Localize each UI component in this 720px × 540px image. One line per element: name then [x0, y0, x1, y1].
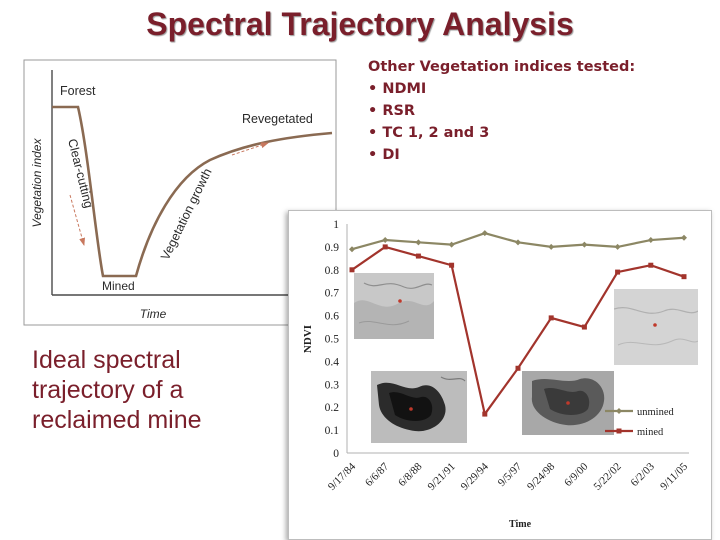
ndvi-x-axis-label: Time [509, 519, 532, 530]
ndvi-x-tick-label: 9/21/91 [425, 461, 457, 493]
ndvi-x-tick-label: 6/6/87 [363, 460, 392, 489]
clear-cutting-arrow [69, 194, 86, 246]
ideal-x-axis-label: Time [140, 307, 167, 321]
ndvi-y-tick-label: 0.2 [325, 402, 340, 414]
ndvi-point-mined [382, 244, 388, 250]
ndvi-x-tick-label: 9/5/97 [496, 460, 525, 489]
legend-marker-unmined [616, 408, 622, 414]
satellite-thumbnail-1984 [354, 273, 434, 339]
vegetation-indices-list: Other Vegetation indices tested: • NDMI … [368, 56, 635, 166]
ndvi-point-unmined [481, 230, 488, 237]
satellite-thumbnail-2000 [522, 371, 614, 435]
ndvi-y-tick-label: 0.1 [325, 425, 340, 437]
ndvi-x-tick-label: 6/8/88 [396, 460, 425, 489]
ndvi-x-tick-label: 6/2/03 [629, 460, 658, 489]
index-item-di: • DI [368, 147, 400, 163]
ndvi-point-mined [581, 324, 587, 330]
legend-label-unmined: unmined [637, 407, 674, 418]
mined-label: Mined [102, 279, 135, 293]
ndvi-y-axis-label: NDVI [302, 325, 314, 353]
ndvi-point-mined [548, 315, 554, 321]
ndvi-x-tick-label: 5/22/02 [591, 461, 623, 493]
ndvi-point-unmined [548, 243, 555, 250]
ndvi-point-unmined [614, 243, 621, 250]
indices-heading: Other Vegetation indices tested: [368, 59, 636, 75]
ndvi-x-tick-label: 9/24/98 [525, 460, 558, 493]
ndvi-y-tick-label: 1 [333, 219, 339, 231]
ideal-chart-frame [23, 59, 337, 326]
ndvi-y-tick-label: 0.5 [325, 334, 340, 346]
ndvi-point-mined [615, 269, 621, 275]
ndvi-point-unmined [647, 237, 654, 244]
ndvi-point-unmined [515, 239, 521, 246]
ndvi-y-tick-label: 0.7 [325, 288, 340, 300]
ndvi-legend: unmined mined [605, 407, 674, 438]
ndvi-point-mined [482, 411, 488, 417]
ndvi-chart-panel: 0 0.1 0.2 0.3 0.4 0.5 0.6 0.7 0.8 0.9 1 9/17/84 6/6/… [288, 210, 712, 540]
forest-label: Forest [60, 84, 96, 98]
ndvi-y-tick-label: 0.6 [325, 311, 340, 323]
ndvi-point-unmined [349, 246, 355, 253]
ndvi-point-mined [449, 262, 455, 268]
ndvi-y-tick-label: 0.4 [325, 356, 340, 368]
ndvi-point-unmined [581, 241, 588, 248]
ndvi-y-tick-label: 0 [333, 448, 339, 460]
legend-label-mined: mined [637, 427, 664, 438]
legend-marker-mined [616, 428, 622, 434]
caption-line-3: reclaimed mine [32, 406, 202, 434]
ndvi-point-mined [648, 262, 654, 268]
slide-title: Spectral Trajectory Analysis [146, 6, 574, 42]
ideal-trajectory-curve [52, 105, 333, 278]
ndvi-series-line-mined [351, 245, 685, 417]
ndvi-y-tick-label: 0.8 [325, 265, 340, 277]
ndvi-y-tick-label: 0.3 [325, 379, 340, 391]
ideal-y-axis-label: Vegetation index [30, 138, 44, 228]
index-item-tc: • TC 1, 2 and 3 [368, 125, 490, 141]
revegetated-label: Revegetated [242, 112, 313, 126]
ndvi-point-mined [515, 365, 521, 371]
ndvi-point-mined [415, 253, 421, 259]
ndvi-series-group [349, 230, 687, 417]
ndvi-x-tick-label: 9/11/05 [658, 460, 690, 492]
ndvi-point-mined [681, 274, 687, 280]
caption-line-1: Ideal spectral [32, 346, 181, 374]
satellite-thumbnail-1994 [371, 371, 467, 443]
ndvi-x-tick-label: 9/17/84 [326, 460, 359, 493]
ndvi-point-unmined [448, 241, 455, 248]
ndvi-point-mined [349, 267, 355, 273]
index-item-rsr: • RSR [368, 103, 416, 119]
ndvi-axes [346, 224, 689, 454]
ndvi-tick-labels: 0 0.1 0.2 0.3 0.4 0.5 0.6 0.7 0.8 0.9 1 9/17/84 6/6/… [325, 219, 691, 493]
index-item-ndmi: • NDMI [368, 81, 427, 97]
ndvi-point-unmined [681, 234, 687, 241]
ndvi-time-series-chart: 0 0.1 0.2 0.3 0.4 0.5 0.6 0.7 0.8 0.9 1 9/17/84 6/6/… [302, 219, 691, 530]
ndvi-x-tick-label: 9/29/94 [459, 460, 492, 493]
ndvi-point-unmined [382, 237, 389, 244]
vegetation-growth-arrow [231, 142, 269, 156]
ndvi-y-tick-label: 0.9 [325, 242, 340, 254]
caption-line-2: trajectory of a [32, 376, 184, 404]
satellite-thumbnail-2005 [614, 289, 698, 365]
ndvi-x-tick-label: 6/9/00 [562, 460, 591, 489]
ideal-trajectory-caption: Ideal spectral trajectory of a reclaimed… [32, 345, 202, 435]
ndvi-point-unmined [415, 239, 422, 246]
